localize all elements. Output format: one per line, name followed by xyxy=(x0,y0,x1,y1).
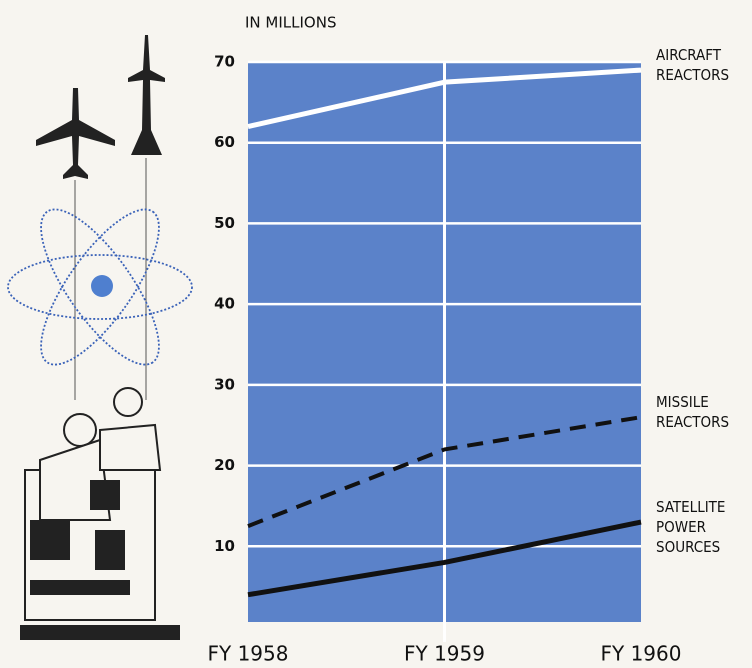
illustration xyxy=(7,35,193,640)
y-tick-label: 50 xyxy=(214,214,235,232)
series-line xyxy=(247,519,642,598)
series-label: MISSILE REACTORS xyxy=(656,393,730,432)
y-tick-label: 70 xyxy=(214,53,235,71)
axis-title: IN MILLIONS xyxy=(245,14,336,32)
x-tick-label: FY 1960 xyxy=(601,642,682,666)
y-tick-label: 20 xyxy=(214,456,235,474)
series-label: SATELLITE POWER SOURCES xyxy=(656,498,726,557)
y-tick-label: 40 xyxy=(214,295,235,313)
series-line xyxy=(247,67,642,130)
series-line xyxy=(247,415,642,528)
x-tick-label: FY 1959 xyxy=(404,642,485,666)
y-tick-label: 60 xyxy=(214,133,235,151)
x-tick-label: FY 1958 xyxy=(208,642,289,666)
y-tick-label: 10 xyxy=(214,537,235,555)
series-label: AIRCRAFT REACTORS xyxy=(656,46,730,85)
y-tick-label: 30 xyxy=(214,375,235,393)
